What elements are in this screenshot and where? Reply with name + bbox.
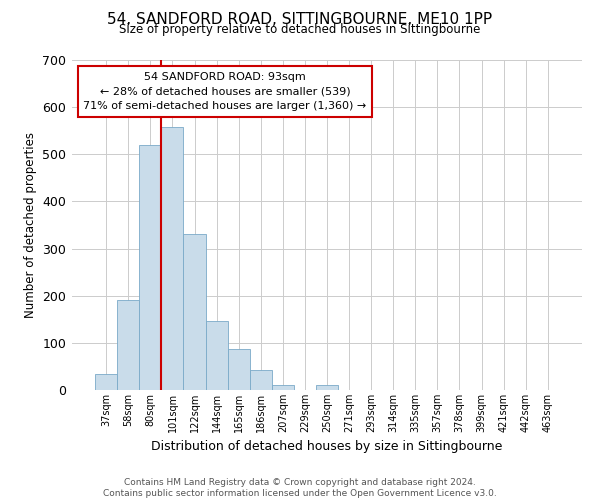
Bar	[95, 374, 117, 390]
Text: 54, SANDFORD ROAD, SITTINGBOURNE, ME10 1PP: 54, SANDFORD ROAD, SITTINGBOURNE, ME10 1…	[107, 12, 493, 28]
Bar	[316, 385, 338, 390]
Bar	[227, 349, 250, 390]
Text: Contains HM Land Registry data © Crown copyright and database right 2024.
Contai: Contains HM Land Registry data © Crown c…	[103, 478, 497, 498]
Bar	[139, 145, 161, 390]
Text: 54 SANDFORD ROAD: 93sqm
← 28% of detached houses are smaller (539)
71% of semi-d: 54 SANDFORD ROAD: 93sqm ← 28% of detache…	[83, 72, 367, 111]
X-axis label: Distribution of detached houses by size in Sittingbourne: Distribution of detached houses by size …	[151, 440, 503, 454]
Text: Size of property relative to detached houses in Sittingbourne: Size of property relative to detached ho…	[119, 22, 481, 36]
Bar	[206, 320, 227, 390]
Bar	[161, 127, 184, 390]
Bar	[272, 385, 294, 390]
Bar	[250, 370, 272, 390]
Bar	[117, 300, 139, 390]
Bar	[184, 234, 206, 390]
Y-axis label: Number of detached properties: Number of detached properties	[24, 132, 37, 318]
